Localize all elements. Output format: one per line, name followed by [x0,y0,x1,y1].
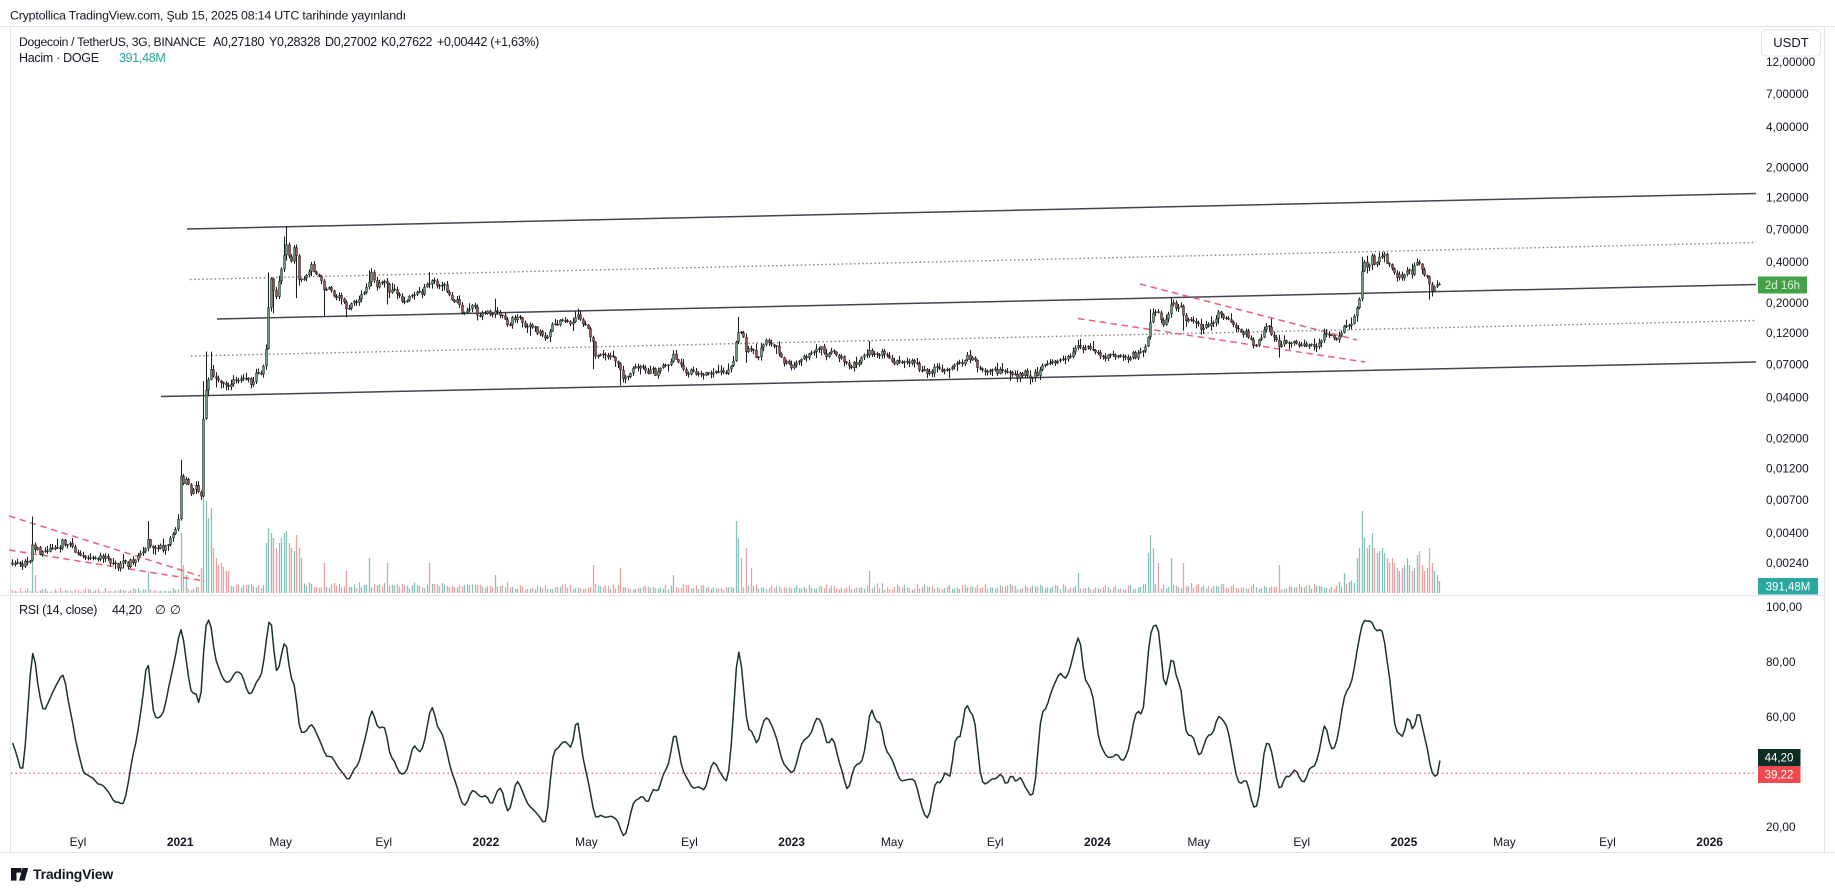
svg-text:D0,27002: D0,27002 [325,35,377,49]
svg-text:2025: 2025 [1391,835,1418,849]
svg-text:2021: 2021 [167,835,194,849]
svg-text:2d 16h: 2d 16h [1765,280,1800,292]
svg-text:2023: 2023 [778,835,805,849]
svg-text:May: May [1493,835,1516,849]
svg-text:Eyl: Eyl [375,835,392,849]
svg-text:0,00240: 0,00240 [1766,556,1809,570]
svg-text:May: May [575,835,598,849]
svg-text:7,00000: 7,00000 [1766,87,1809,101]
svg-text:0,02000: 0,02000 [1766,431,1809,445]
svg-text:0,07000: 0,07000 [1766,358,1809,372]
svg-text:0,20000: 0,20000 [1766,296,1809,310]
svg-text:Eyl: Eyl [1599,835,1616,849]
svg-text:1,20000: 1,20000 [1766,191,1809,205]
svg-text:0,12000: 0,12000 [1766,326,1809,340]
svg-text:39,22: 39,22 [1765,770,1794,782]
svg-text:100,00: 100,00 [1766,600,1803,614]
svg-text:0,00400: 0,00400 [1766,526,1809,540]
svg-text:May: May [269,835,292,849]
svg-text:2,00000: 2,00000 [1766,161,1809,175]
svg-text:A0,27180: A0,27180 [213,35,264,49]
svg-text:Y0,28328: Y0,28328 [269,35,320,49]
svg-text:Cryptollica TradingView.com, Ş: Cryptollica TradingView.com, Şub 15, 202… [10,9,406,23]
svg-text:12,00000: 12,00000 [1766,55,1816,69]
svg-text:44,20: 44,20 [1765,753,1794,765]
svg-text:2026: 2026 [1696,835,1723,849]
svg-text:391,48M: 391,48M [1766,582,1811,594]
svg-text:May: May [881,835,904,849]
svg-text:0,70000: 0,70000 [1766,222,1809,236]
svg-text:0,04000: 0,04000 [1766,391,1809,405]
svg-text:4,00000: 4,00000 [1766,120,1809,134]
svg-text:80,00: 80,00 [1766,655,1796,669]
svg-text:USDT: USDT [1773,35,1808,50]
svg-text:TradingView: TradingView [33,866,113,882]
svg-text:0,01200: 0,01200 [1766,461,1809,475]
svg-text:20,00: 20,00 [1766,820,1796,834]
svg-text:Dogecoin / TetherUS, 3G, BINAN: Dogecoin / TetherUS, 3G, BINANCE [19,35,206,49]
svg-text:Eyl: Eyl [70,835,87,849]
svg-text:44,20: 44,20 [112,603,142,617]
svg-text:Eyl: Eyl [681,835,698,849]
svg-text:391,48M: 391,48M [119,51,166,65]
svg-text:Hacim · DOGE: Hacim · DOGE [19,51,99,65]
svg-text:RSI (14, close): RSI (14, close) [19,603,97,617]
svg-text:∅: ∅ [170,603,181,617]
svg-text:0,40000: 0,40000 [1766,255,1809,269]
svg-text:2022: 2022 [473,835,500,849]
svg-text:May: May [1187,835,1210,849]
svg-text:60,00: 60,00 [1766,710,1796,724]
svg-text:0,00700: 0,00700 [1766,493,1809,507]
svg-text:2024: 2024 [1084,835,1111,849]
svg-text:∅: ∅ [155,603,166,617]
svg-text:Eyl: Eyl [987,835,1004,849]
svg-text:K0,27622: K0,27622 [381,35,432,49]
svg-text:+0,00442 (+1,63%): +0,00442 (+1,63%) [437,35,539,49]
svg-text:Eyl: Eyl [1293,835,1310,849]
